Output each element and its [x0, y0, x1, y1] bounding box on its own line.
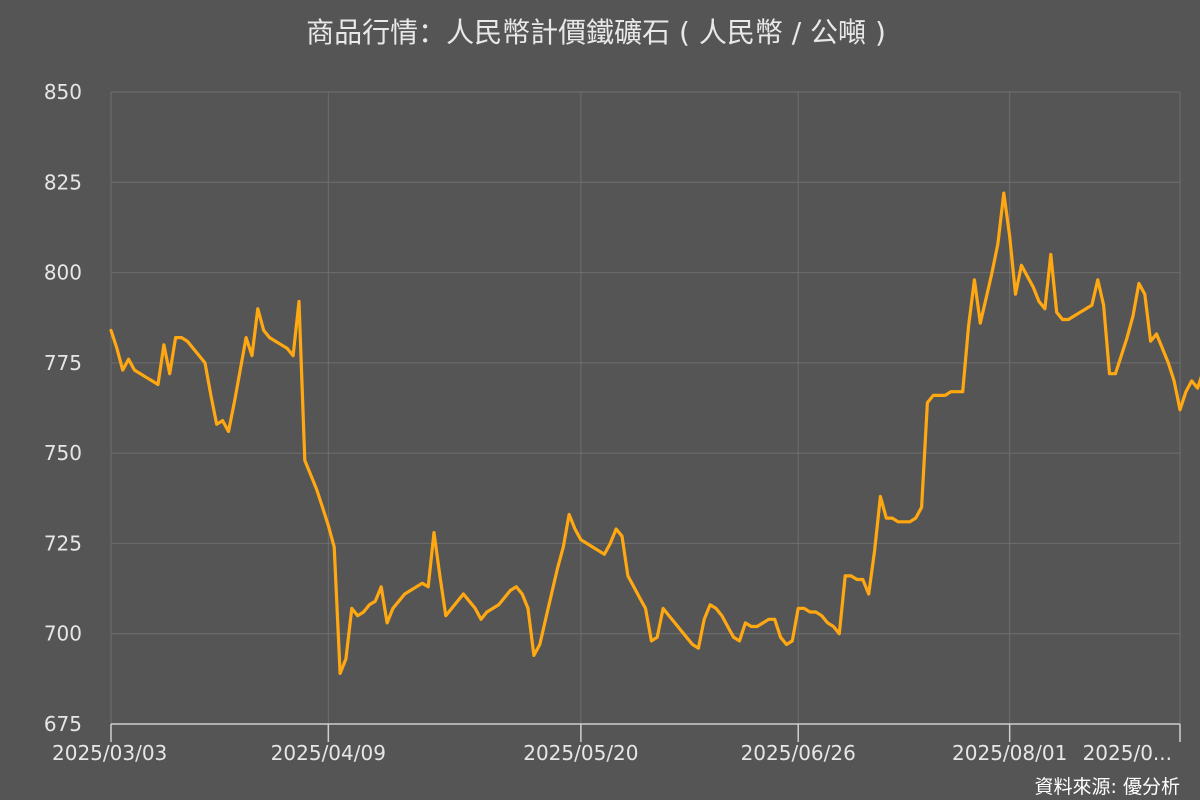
y-tick-label: 825: [44, 170, 82, 194]
x-tick-label: 2025/08/01: [952, 741, 1067, 765]
y-axis-ticks: 850 825 800 775 750 725 700 675: [44, 80, 82, 736]
y-tick-label: 675: [44, 712, 82, 736]
y-tick-label: 750: [44, 441, 82, 465]
x-tick-label: 2025/03/03: [52, 741, 167, 765]
source-note: 資料來源: 優分析: [1035, 776, 1180, 798]
chart-title: 商品行情：人民幣計價鐵礦石 ( 人民幣 / 公噸 ): [306, 16, 886, 49]
x-axis-ticks: 2025/03/03 2025/04/09 2025/05/20 2025/06/26…: [52, 724, 1181, 765]
x-tick-label: 2025/0...: [1083, 741, 1172, 765]
series-layer: [109, 191, 1200, 676]
x-tick-label: 2025/06/26: [741, 741, 856, 765]
y-tick-label: 850: [44, 80, 82, 104]
y-tick-label: 700: [44, 622, 82, 646]
x-tick-label: 2025/05/20: [523, 741, 638, 765]
y-tick-label: 725: [44, 531, 82, 555]
y-tick-label: 775: [44, 351, 82, 375]
x-tick-label: 2025/04/09: [271, 741, 386, 765]
y-tick-label: 800: [44, 261, 82, 285]
series-line: [109, 191, 1200, 676]
